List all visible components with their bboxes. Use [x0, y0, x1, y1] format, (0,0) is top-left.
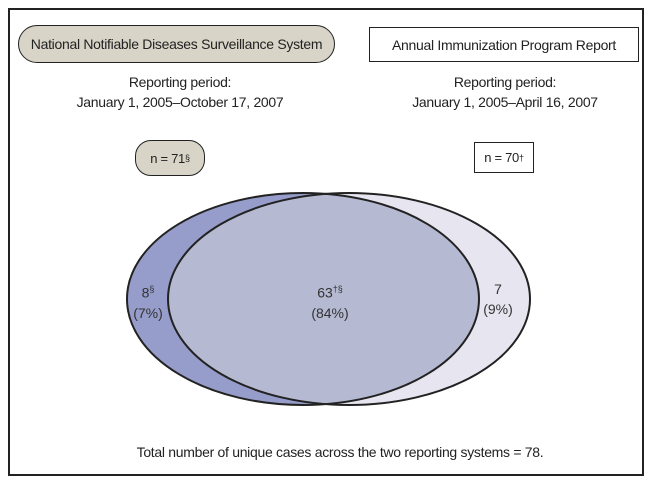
nndss-period: Reporting period: January 1, 2005–October…: [40, 72, 320, 112]
footnote-mark: †§: [332, 284, 343, 294]
overlap-label: 63†§ (84%): [295, 279, 365, 323]
overlap-region: [168, 193, 479, 405]
aipr-count-box: n = 70 †: [474, 142, 534, 173]
total-note: Total number of unique cases across the …: [136, 444, 544, 460]
nndss-count: n = 71: [150, 150, 185, 166]
nndss-count-box: n = 71 §: [135, 140, 205, 176]
period-label: Reporting period:: [128, 74, 232, 90]
right-only-pct: (9%): [483, 301, 513, 317]
left-only-pct: (7%): [133, 304, 163, 321]
right-only-count: 7: [494, 281, 502, 297]
period-dates: January 1, 2005–April 16, 2007: [412, 94, 598, 110]
nndss-name: National Notifiable Diseases Surveillanc…: [30, 36, 323, 52]
aipr-period: Reporting period: January 1, 2005–April 1…: [370, 72, 640, 112]
left-only-count: 8: [141, 284, 150, 301]
footnote-mark: §: [185, 153, 190, 163]
aipr-label-box: Annual Immunization Program Report: [369, 27, 639, 62]
right-only-label: 7 (9%): [478, 279, 518, 319]
footnote-mark: †: [519, 152, 524, 163]
overlap-count: 63: [317, 284, 333, 301]
aipr-count: n = 70: [484, 150, 519, 165]
period-dates: January 1, 2005–October 17, 2007: [76, 94, 284, 110]
aipr-name: Annual Immunization Program Report: [391, 36, 617, 53]
overlap-pct: (84%): [311, 304, 349, 321]
period-label: Reporting period:: [453, 74, 557, 90]
figure-frame: [8, 8, 644, 476]
nndss-label-box: National Notifiable Diseases Surveillanc…: [18, 25, 335, 63]
left-only-label: 8§ (7%): [128, 279, 168, 323]
aipr-outline: [167, 192, 531, 406]
footnote-mark: §: [149, 284, 155, 294]
nndss-outline: [126, 192, 480, 406]
